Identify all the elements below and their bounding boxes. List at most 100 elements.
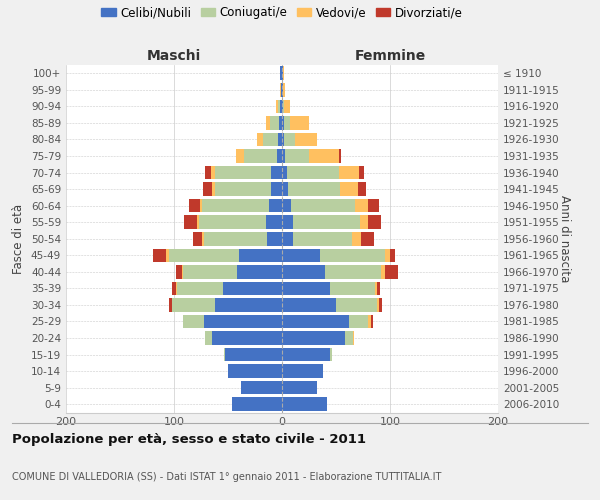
Bar [293, 232, 352, 245]
Bar [205, 332, 212, 345]
Bar [282, 116, 284, 130]
Bar [284, 100, 290, 113]
Bar [189, 199, 200, 212]
Bar [172, 282, 176, 295]
Bar [277, 149, 282, 163]
Bar [177, 282, 223, 295]
Bar [239, 248, 282, 262]
Bar [377, 298, 379, 312]
Bar [200, 199, 202, 212]
Bar [204, 232, 267, 245]
Bar [202, 232, 204, 245]
Bar [211, 166, 215, 179]
Bar [271, 166, 282, 179]
Bar [309, 149, 339, 163]
Bar [282, 298, 336, 312]
Bar [340, 182, 358, 196]
Bar [282, 332, 344, 345]
Bar [375, 282, 377, 295]
Bar [282, 83, 283, 96]
Bar [166, 248, 169, 262]
Bar [353, 332, 355, 345]
Bar [212, 182, 215, 196]
Bar [382, 265, 385, 278]
Bar [193, 232, 202, 245]
Bar [282, 398, 328, 411]
Bar [215, 298, 282, 312]
Bar [282, 66, 283, 80]
Bar [271, 182, 282, 196]
Bar [359, 166, 364, 179]
Bar [280, 66, 282, 80]
Bar [320, 248, 385, 262]
Bar [349, 314, 368, 328]
Legend: Celibi/Nubili, Coniugati/e, Vedovi/e, Divorziati/e: Celibi/Nubili, Coniugati/e, Vedovi/e, Di… [97, 2, 467, 24]
Bar [285, 149, 309, 163]
Bar [199, 216, 266, 229]
Bar [282, 282, 329, 295]
Bar [184, 216, 197, 229]
Bar [339, 149, 341, 163]
Bar [282, 199, 290, 212]
Bar [282, 265, 325, 278]
Text: COMUNE DI VALLEDORIA (SS) - Dati ISTAT 1° gennaio 2011 - Elaborazione TUTTITALIA: COMUNE DI VALLEDORIA (SS) - Dati ISTAT 1… [12, 472, 442, 482]
Bar [215, 182, 271, 196]
Bar [282, 232, 293, 245]
Bar [244, 149, 277, 163]
Bar [282, 132, 284, 146]
Bar [282, 314, 349, 328]
Bar [280, 100, 282, 113]
Bar [263, 132, 278, 146]
Bar [282, 100, 283, 113]
Bar [358, 182, 366, 196]
Bar [282, 364, 323, 378]
Bar [293, 216, 360, 229]
Bar [281, 83, 282, 96]
Bar [368, 199, 379, 212]
Bar [266, 216, 282, 229]
Bar [215, 166, 271, 179]
Bar [228, 364, 282, 378]
Bar [223, 282, 282, 295]
Bar [361, 232, 374, 245]
Bar [202, 199, 269, 212]
Bar [279, 116, 282, 130]
Bar [169, 298, 172, 312]
Y-axis label: Fasce di età: Fasce di età [13, 204, 25, 274]
Bar [241, 381, 282, 394]
Bar [385, 248, 390, 262]
Bar [368, 314, 371, 328]
Bar [352, 232, 361, 245]
Bar [182, 314, 204, 328]
Bar [203, 182, 212, 196]
Bar [283, 83, 285, 96]
Bar [232, 398, 282, 411]
Bar [197, 216, 199, 229]
Bar [182, 265, 236, 278]
Bar [282, 348, 329, 362]
Bar [176, 282, 177, 295]
Bar [267, 232, 282, 245]
Bar [257, 132, 263, 146]
Bar [278, 100, 280, 113]
Bar [282, 381, 317, 394]
Bar [212, 332, 282, 345]
Bar [385, 265, 398, 278]
Bar [371, 314, 373, 328]
Bar [360, 216, 368, 229]
Bar [269, 199, 282, 212]
Bar [329, 348, 332, 362]
Y-axis label: Anni di nascita: Anni di nascita [558, 195, 571, 282]
Bar [283, 100, 284, 113]
Bar [290, 116, 309, 130]
Bar [282, 216, 293, 229]
Bar [172, 298, 215, 312]
Bar [368, 216, 382, 229]
Bar [295, 132, 317, 146]
Bar [287, 166, 339, 179]
Bar [355, 199, 368, 212]
Bar [275, 100, 278, 113]
Bar [284, 116, 290, 130]
Bar [266, 116, 270, 130]
Bar [236, 265, 282, 278]
